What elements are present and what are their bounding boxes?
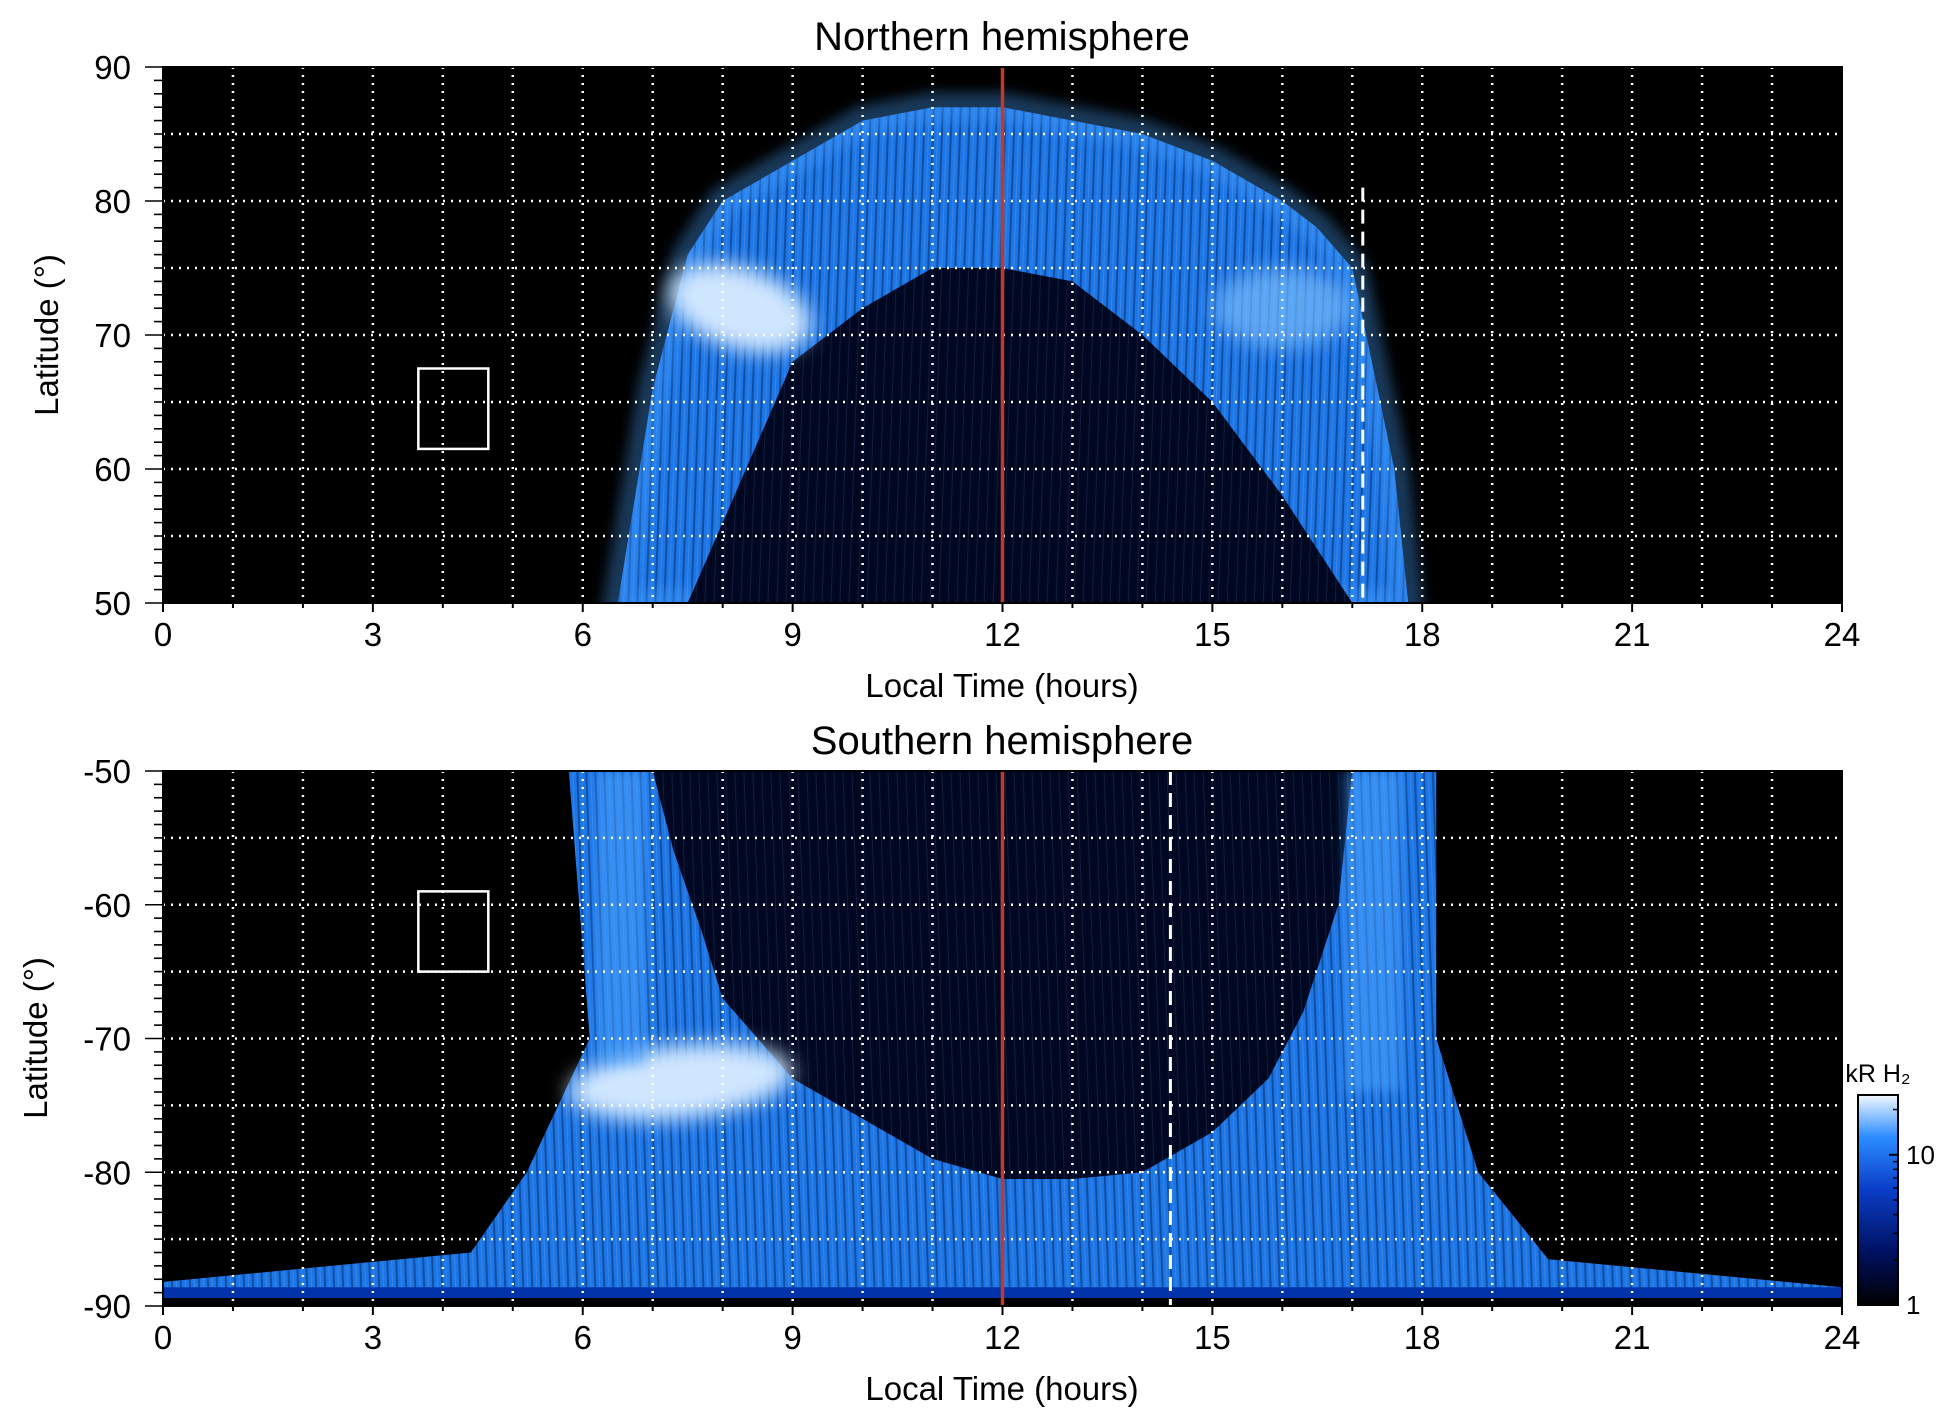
- north-overlays: [417, 67, 1365, 603]
- north-reference-box: [417, 367, 490, 451]
- north-x-tick-label: 6: [574, 616, 592, 653]
- north-x-tick-label: 3: [364, 616, 382, 653]
- south-title: Southern hemisphere: [811, 719, 1193, 763]
- north-x-tick-label: 24: [1824, 616, 1861, 653]
- south-overlays: [417, 771, 1172, 1306]
- colorbar-tick-label: 10: [1906, 1140, 1935, 1170]
- north-grid: [163, 67, 1842, 603]
- north-x-axis-label: Local Time (hours): [865, 667, 1138, 704]
- south-x-tick-label: 3: [364, 1319, 382, 1356]
- north-y-tick-label: 90: [94, 49, 131, 86]
- colorbar-tick-label: 1: [1906, 1290, 1920, 1320]
- south-y-tick-label: -80: [83, 1154, 131, 1191]
- north-y-tick-label: 70: [94, 317, 131, 354]
- colorbar-ticks: 1 10: [1889, 1108, 1935, 1320]
- south-x-tick-label: 0: [154, 1319, 172, 1356]
- north-x-tick-label: 9: [783, 616, 801, 653]
- north-y-axis-label: Latitude (°): [28, 254, 65, 416]
- south-x-tick-label: 9: [783, 1319, 801, 1356]
- south-y-tick-label: -60: [83, 887, 131, 924]
- north-polar-cap-texture: [617, 268, 1409, 603]
- north-bright-spot: [669, 263, 812, 353]
- south-y-tick-label: -70: [83, 1021, 131, 1058]
- north-x-tick-label: 21: [1614, 616, 1651, 653]
- south-x-tick-label: 21: [1614, 1319, 1651, 1356]
- north-plot-area: [163, 67, 1842, 603]
- colorbar: kR H₂ 1 10: [1845, 1060, 1935, 1320]
- south-x-tick-label: 18: [1404, 1319, 1441, 1356]
- south-y-axis-label: Latitude (°): [17, 957, 54, 1119]
- south-y-tick-label: -90: [83, 1288, 131, 1325]
- north-y-tick-label: 50: [94, 585, 131, 622]
- colorbar-gradient: [1857, 1094, 1899, 1306]
- north-auroral-oval: [602, 92, 1424, 603]
- south-reference-box: [417, 890, 490, 973]
- north-y-tick-label: 80: [94, 183, 131, 220]
- north-y-tick-label: 60: [94, 451, 131, 488]
- south-x-tick-label: 12: [984, 1319, 1021, 1356]
- south-left-wall-glow: [596, 771, 646, 1066]
- south-x-axis-label: Local Time (hours): [865, 1370, 1138, 1407]
- south-plot-area: [163, 771, 1842, 1306]
- north-x-tick-label: 18: [1404, 616, 1441, 653]
- south-right-wall-glow: [1345, 771, 1402, 1092]
- north-x-tick-label: 12: [984, 616, 1021, 653]
- south-y-tick-label: -50: [83, 753, 131, 790]
- northern-panel: Northern hemisphere 0 3 6 9 12 15 18 21 24 50 60 70…: [28, 15, 1860, 704]
- north-oval-glow: [602, 92, 1424, 603]
- north-x-tick-label: 15: [1194, 616, 1231, 653]
- north-title: Northern hemisphere: [814, 15, 1190, 59]
- south-axes: 0 3 6 9 12 15 18 21 24 -90 -80 -70 -60 -50: [83, 753, 1860, 1356]
- south-x-tick-label: 6: [574, 1319, 592, 1356]
- north-x-tick-label: 0: [154, 616, 172, 653]
- south-x-tick-label: 15: [1194, 1319, 1231, 1356]
- north-axes: 0 3 6 9 12 15 18 21 24 50 60 70 80 90: [94, 49, 1860, 653]
- southern-panel: Southern hemisphere 0 3 6 9 12 15 18 21 24 -90 -80…: [17, 719, 1860, 1407]
- colorbar-label: kR H₂: [1845, 1060, 1910, 1088]
- south-x-tick-label: 24: [1824, 1319, 1861, 1356]
